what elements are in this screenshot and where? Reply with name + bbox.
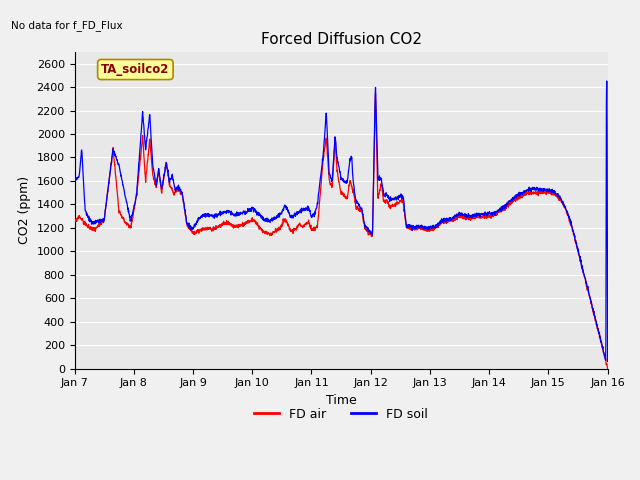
X-axis label: Time: Time — [326, 394, 356, 407]
FD soil — [220, 210, 227, 216]
FD soil — [496, 206, 504, 212]
FD soil — [557, 195, 564, 201]
FD soil — [572, 238, 579, 243]
FD air — [572, 238, 579, 244]
Text: TA_soilco2: TA_soilco2 — [101, 63, 170, 76]
FD air — [70, 219, 78, 225]
Line: FD soil: FD soil — [74, 81, 607, 361]
FD air — [604, 366, 611, 372]
Line: FD air: FD air — [74, 94, 607, 369]
FD air — [557, 196, 564, 202]
FD air — [372, 91, 380, 97]
Text: No data for f_FD_Flux: No data for f_FD_Flux — [10, 20, 122, 31]
FD soil — [603, 78, 611, 84]
FD air — [220, 221, 227, 227]
FD soil — [70, 178, 78, 184]
FD soil — [356, 204, 364, 210]
FD air — [356, 208, 364, 214]
FD soil — [604, 359, 611, 364]
FD air — [496, 207, 504, 213]
Title: Forced Diffusion CO2: Forced Diffusion CO2 — [260, 32, 422, 47]
FD soil — [368, 231, 376, 237]
Y-axis label: CO2 (ppm): CO2 (ppm) — [18, 176, 31, 244]
Legend: FD air, FD soil: FD air, FD soil — [249, 403, 433, 426]
FD air — [368, 234, 376, 240]
